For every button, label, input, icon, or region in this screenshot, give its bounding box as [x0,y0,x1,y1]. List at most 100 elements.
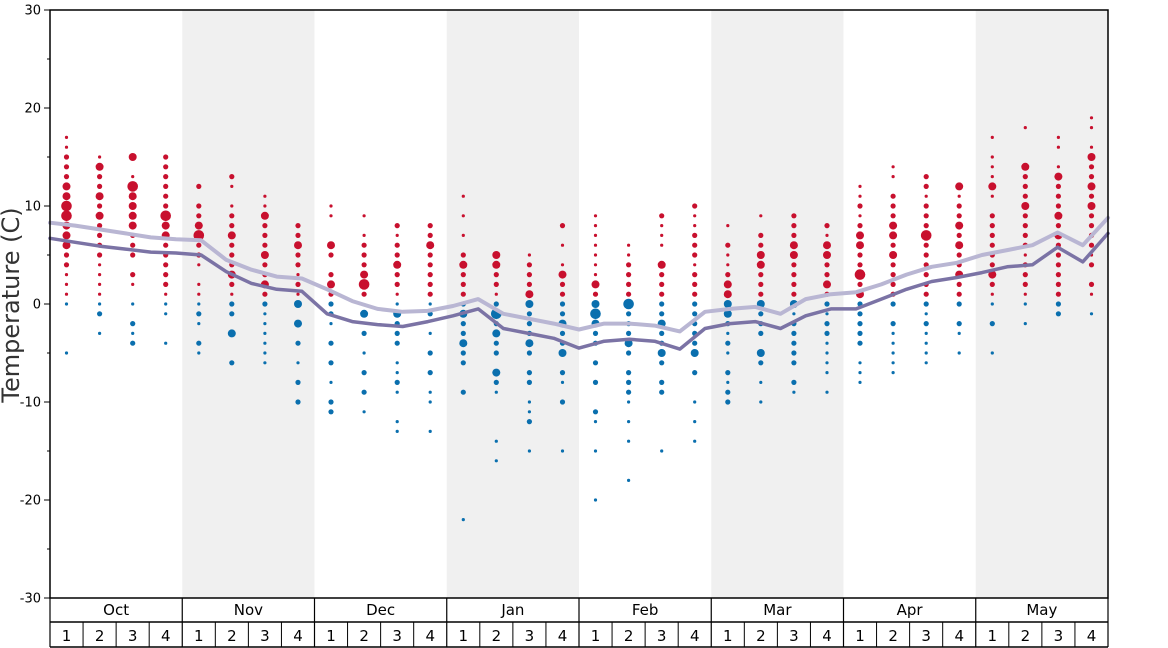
temp-dot [956,203,962,209]
temp-dot [329,322,333,326]
temp-dot [494,292,498,296]
temp-dot [294,241,302,250]
y-tick-label: 20 [24,102,41,117]
temp-dot [891,361,895,365]
month-label-jan: Jan [500,601,524,619]
temp-dot [659,301,665,307]
temp-dot [592,291,599,297]
temp-dot [989,242,995,248]
temp-dot [923,301,929,307]
temp-dot [559,311,566,317]
temp-dot [460,252,466,258]
temp-dot [95,162,104,171]
temp-dot [227,231,236,240]
y-tick-label: -10 [20,396,41,411]
temp-dot [394,252,400,258]
temp-dot [131,331,135,335]
temp-dot [64,273,69,277]
temp-dot [62,182,71,191]
temp-dot [758,272,764,278]
temp-dot [692,311,698,317]
temp-dot [262,223,268,229]
temp-dot [1055,223,1061,229]
temp-dot [459,260,468,269]
temp-dot [692,370,698,376]
week-label: 3 [657,627,667,645]
temp-dot [890,281,896,287]
temp-dot [824,301,830,307]
temp-dot [990,194,994,198]
temp-dot [726,263,730,267]
temp-dot [626,291,632,297]
temp-dot [229,252,235,258]
week-label: 4 [1087,627,1097,645]
temp-dot [824,272,830,278]
temp-dot [955,241,964,250]
temp-dot [693,224,697,228]
week-label: 3 [1054,627,1064,645]
temp-dot [164,341,168,345]
temp-dot [196,340,202,346]
temp-dot [627,420,631,424]
temp-dot [758,291,764,297]
temp-dot [163,174,169,180]
temp-dot [161,221,170,230]
temp-dot [163,262,169,268]
temp-dot [1089,292,1094,296]
temp-dot [229,174,235,180]
temp-dot [692,340,698,346]
temp-dot [131,175,135,179]
temp-dot [394,379,400,385]
temp-dot [296,361,300,365]
temp-dot [989,213,995,219]
temp-dot [725,242,731,248]
week-label: 3 [525,627,535,645]
temp-dot [593,449,598,453]
temp-dot [461,214,465,218]
temp-dot [693,439,697,443]
temp-dot [723,280,732,289]
temp-dot [1056,145,1060,149]
temp-dot [593,233,598,237]
temp-dot [128,153,137,161]
temp-dot [461,233,465,237]
temp-dot [327,280,335,289]
week-label: 2 [756,627,766,645]
y-tick-label: -30 [20,592,41,607]
month-shade-nov [182,10,315,598]
temp-dot [593,498,598,502]
temp-dot [590,308,601,320]
temp-dot [1089,312,1094,316]
temp-dot [923,321,929,327]
temp-dot [394,281,400,287]
temp-dot [494,459,498,463]
temp-dot [1054,211,1063,220]
temp-dot [858,194,862,198]
temp-dot [1089,126,1094,130]
week-label: 4 [690,627,700,645]
temp-dot [193,230,205,241]
temp-dot [592,330,599,336]
temp-dot [957,331,961,335]
temp-dot [295,223,301,229]
temp-dot [194,221,203,230]
temp-dot [890,193,896,199]
temp-dot [957,194,961,198]
temp-dot [990,155,994,159]
temp-dot [825,351,829,355]
temp-dot [627,478,631,482]
temp-dot [395,361,399,365]
y-tick-label: -20 [20,494,41,509]
temp-dot [492,260,501,269]
temp-dot [395,292,399,296]
temp-dot [858,371,862,375]
upper-trend-line [48,215,1110,334]
temp-dot [395,302,399,306]
temp-dot [923,242,929,248]
temp-dot [923,272,929,278]
temp-dot [427,350,433,356]
temp-dot [591,300,600,308]
temp-dot [660,224,664,228]
temp-dot [394,272,400,278]
